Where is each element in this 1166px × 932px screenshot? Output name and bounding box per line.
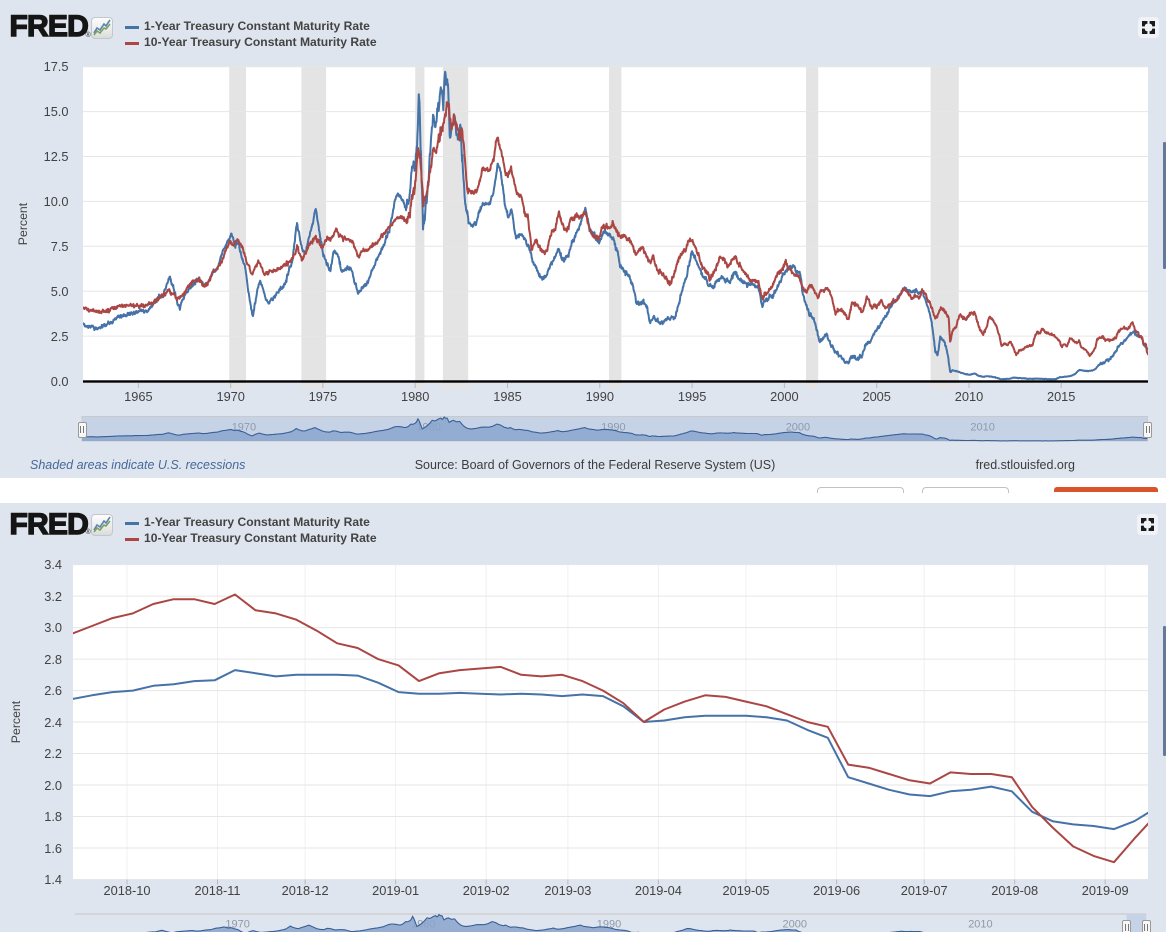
svg-text:2000: 2000 <box>783 919 807 931</box>
svg-text:2010: 2010 <box>970 422 994 434</box>
svg-text:2000: 2000 <box>786 422 810 434</box>
svg-text:2010: 2010 <box>968 919 992 931</box>
